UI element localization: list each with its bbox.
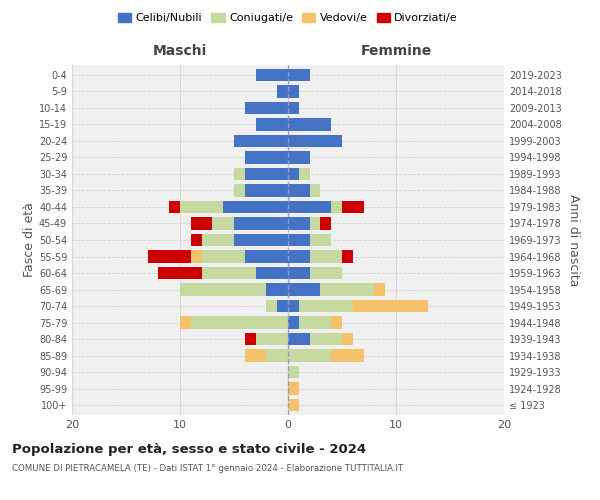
Bar xyxy=(234,218,288,230)
Bar xyxy=(320,218,331,230)
Bar xyxy=(331,201,342,213)
Bar xyxy=(320,284,374,296)
Bar xyxy=(180,284,266,296)
Bar xyxy=(234,168,245,180)
Bar xyxy=(288,366,299,378)
Bar xyxy=(158,267,202,279)
Bar xyxy=(288,316,299,328)
Bar xyxy=(256,118,288,130)
Text: COMUNE DI PIETRACAMELA (TE) - Dati ISTAT 1° gennaio 2024 - Elaborazione TUTTITAL: COMUNE DI PIETRACAMELA (TE) - Dati ISTAT… xyxy=(12,464,403,473)
Bar xyxy=(288,399,299,411)
Bar xyxy=(169,201,180,213)
Bar xyxy=(245,333,256,345)
Bar xyxy=(288,267,310,279)
Bar xyxy=(374,284,385,296)
Bar xyxy=(288,382,299,395)
Text: Popolazione per età, sesso e stato civile - 2024: Popolazione per età, sesso e stato civil… xyxy=(12,442,366,456)
Y-axis label: Fasce di età: Fasce di età xyxy=(23,202,36,278)
Bar xyxy=(288,68,310,81)
Bar xyxy=(288,118,331,130)
Bar xyxy=(212,218,234,230)
Bar xyxy=(299,316,331,328)
Bar xyxy=(288,218,310,230)
Bar xyxy=(310,333,342,345)
Bar xyxy=(310,250,342,262)
Bar xyxy=(245,102,288,114)
Bar xyxy=(202,234,234,246)
Bar xyxy=(299,300,353,312)
Bar xyxy=(191,250,202,262)
Bar xyxy=(266,350,288,362)
Bar xyxy=(245,250,288,262)
Bar xyxy=(256,267,288,279)
Bar xyxy=(288,250,310,262)
Bar xyxy=(191,234,202,246)
Bar xyxy=(245,184,288,196)
Bar xyxy=(245,350,266,362)
Bar xyxy=(342,250,353,262)
Bar xyxy=(288,284,320,296)
Bar xyxy=(266,300,277,312)
Bar xyxy=(234,135,288,147)
Bar xyxy=(288,201,331,213)
Bar xyxy=(148,250,191,262)
Bar xyxy=(288,333,310,345)
Bar xyxy=(288,85,299,98)
Bar xyxy=(277,300,288,312)
Bar xyxy=(310,218,320,230)
Bar xyxy=(288,300,299,312)
Y-axis label: Anni di nascita: Anni di nascita xyxy=(567,194,580,286)
Bar xyxy=(191,316,288,328)
Bar xyxy=(245,152,288,164)
Bar xyxy=(234,234,288,246)
Bar xyxy=(180,316,191,328)
Bar xyxy=(256,68,288,81)
Bar xyxy=(180,201,223,213)
Bar xyxy=(234,184,245,196)
Bar xyxy=(288,184,310,196)
Bar xyxy=(266,284,288,296)
Bar xyxy=(331,316,342,328)
Bar xyxy=(288,152,310,164)
Bar xyxy=(331,350,364,362)
Bar xyxy=(223,201,288,213)
Bar xyxy=(342,333,353,345)
Bar xyxy=(277,85,288,98)
Bar xyxy=(288,350,331,362)
Bar xyxy=(310,184,320,196)
Bar xyxy=(299,168,310,180)
Bar xyxy=(202,267,256,279)
Bar xyxy=(342,201,364,213)
Bar xyxy=(310,267,342,279)
Text: Femmine: Femmine xyxy=(361,44,431,58)
Bar xyxy=(288,135,342,147)
Bar xyxy=(202,250,245,262)
Bar xyxy=(353,300,428,312)
Bar xyxy=(288,234,310,246)
Bar xyxy=(256,333,288,345)
Bar xyxy=(245,168,288,180)
Bar xyxy=(310,234,331,246)
Bar xyxy=(288,168,299,180)
Bar xyxy=(191,218,212,230)
Text: Maschi: Maschi xyxy=(153,44,207,58)
Legend: Celibi/Nubili, Coniugati/e, Vedovi/e, Divorziati/e: Celibi/Nubili, Coniugati/e, Vedovi/e, Di… xyxy=(113,8,463,28)
Bar xyxy=(288,102,299,114)
